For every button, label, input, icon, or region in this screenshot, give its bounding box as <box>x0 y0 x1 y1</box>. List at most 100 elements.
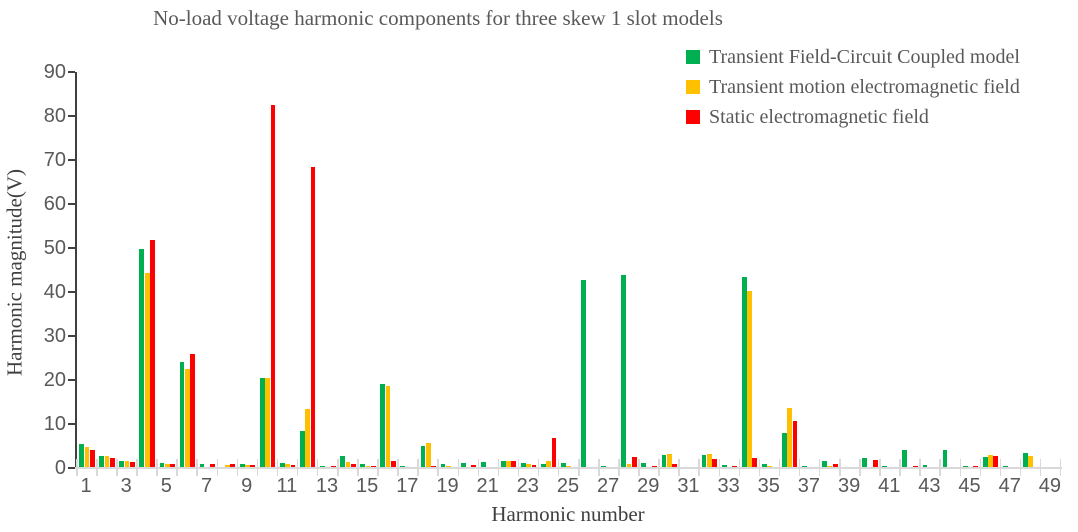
bar-green-h10 <box>259 377 265 468</box>
y-tick-20 <box>68 379 75 381</box>
y-tick-label-30: 30 <box>43 325 66 347</box>
x-tick-label-21: 21 <box>476 475 499 497</box>
y-tick-60 <box>68 203 75 205</box>
bar-red-h12 <box>310 167 316 468</box>
bar-green-h19 <box>440 464 446 468</box>
y-tick-label-0: 0 <box>54 457 66 479</box>
x-tick-label-27: 27 <box>596 475 620 497</box>
bar-red-h10 <box>270 105 276 468</box>
y-tick-40 <box>68 291 75 293</box>
x-tick-label-41: 41 <box>878 475 901 497</box>
bar-red-h28 <box>631 456 637 468</box>
legend-label-tfcc: Transient Field-Circuit Coupled model <box>709 45 1020 68</box>
bar-green-h2 <box>99 456 105 468</box>
x-tick-label-43: 43 <box>918 475 941 497</box>
y-tick-label-60: 60 <box>43 193 66 215</box>
x-tick-label-25: 25 <box>556 475 580 497</box>
bar-red-h2 <box>109 458 115 468</box>
x-tick-label-19: 19 <box>436 475 459 497</box>
x-tick-label-31: 31 <box>677 475 700 497</box>
bar-green-h38 <box>822 460 827 468</box>
legend-swatch-yellow <box>686 80 700 94</box>
bar-green-h11 <box>280 462 285 468</box>
legend-row-sef: Static electromagnetic field <box>686 102 1020 132</box>
x-tick-label-49: 49 <box>1038 475 1061 497</box>
bar-green-h35 <box>761 464 767 468</box>
legend-swatch-green <box>686 50 700 64</box>
bar-yellow-h5 <box>164 463 170 468</box>
y-tick-90 <box>68 71 75 73</box>
legend-row-tfcc: Transient Field-Circuit Coupled model <box>686 42 1020 72</box>
x-tick-label-13: 13 <box>315 475 339 497</box>
bar-red-h46 <box>993 456 999 468</box>
legend-label-tmef: Transient motion electromagnetic field <box>709 75 1020 98</box>
x-tick-label-5: 5 <box>160 475 172 497</box>
bar-green-h12 <box>300 430 305 468</box>
bar-yellow-h30 <box>666 453 672 468</box>
bar-red-h24 <box>551 438 557 468</box>
bar-yellow-h12 <box>305 409 311 468</box>
bar-green-h30 <box>661 454 667 468</box>
bar-red-h34 <box>752 458 758 468</box>
bar-red-h36 <box>792 420 798 468</box>
x-tick-label-35: 35 <box>757 475 780 497</box>
bar-green-h5 <box>159 462 165 468</box>
bar-green-h43 <box>922 464 928 468</box>
y-tick-label-80: 80 <box>43 105 66 127</box>
y-tick-70 <box>68 159 75 161</box>
bar-green-h47 <box>1002 465 1008 468</box>
bar-yellow-h34 <box>747 290 752 468</box>
bar-yellow-h14 <box>345 462 351 468</box>
bar-green-h17 <box>400 465 406 468</box>
y-tick-label-50: 50 <box>43 237 66 259</box>
y-tick-80 <box>68 115 75 117</box>
bar-green-h36 <box>782 432 787 468</box>
chart-title: No-load voltage harmonic components for … <box>153 6 723 30</box>
bar-red-h16 <box>391 461 396 468</box>
x-axis-title: Harmonic number <box>491 502 645 526</box>
bar-yellow-h24 <box>546 460 552 468</box>
bar-yellow-h36 <box>787 407 793 468</box>
y-tick-label-40: 40 <box>43 281 66 303</box>
bar-red-h40 <box>872 460 878 468</box>
bar-red-h5 <box>170 464 175 468</box>
x-tick-label-15: 15 <box>356 475 379 497</box>
y-tick-label-10: 10 <box>43 413 66 435</box>
bar-red-h3 <box>129 461 135 468</box>
bar-green-h28 <box>621 274 627 468</box>
bar-yellow-h11 <box>285 463 291 468</box>
bar-green-h41 <box>882 465 888 468</box>
bar-green-h48 <box>1022 453 1028 468</box>
x-tick-label-37: 37 <box>797 475 821 497</box>
bar-green-h14 <box>340 455 346 468</box>
bar-red-h23 <box>531 465 537 468</box>
bar-green-h23 <box>520 463 526 468</box>
legend-row-tmef: Transient motion electromagnetic field <box>686 72 1020 102</box>
bar-red-h30 <box>672 464 677 468</box>
bar-green-h32 <box>701 455 707 468</box>
x-tick-label-45: 45 <box>958 475 981 497</box>
bar-green-h40 <box>862 458 868 468</box>
bar-green-h44 <box>942 450 948 468</box>
bar-green-h20 <box>460 462 466 468</box>
bar-yellow-h25 <box>566 465 572 468</box>
bar-yellow-h10 <box>265 377 271 468</box>
y-tick-0 <box>68 467 75 469</box>
bar-red-h8 <box>230 464 236 468</box>
bar-yellow-h22 <box>506 461 511 468</box>
x-tick-label-9: 9 <box>241 475 253 497</box>
x-tick-label-7: 7 <box>200 475 213 497</box>
bar-green-h46 <box>982 457 988 468</box>
x-tick-label-3: 3 <box>120 475 132 497</box>
y-axis-line <box>75 72 77 469</box>
x-tick-label-23: 23 <box>516 475 539 497</box>
bar-yellow-h46 <box>988 455 993 468</box>
bar-green-h6 <box>179 361 185 468</box>
bar-yellow-h1 <box>84 447 90 468</box>
bar-red-h22 <box>511 461 517 468</box>
bar-yellow-h4 <box>144 272 150 468</box>
bar-green-h26 <box>581 280 586 468</box>
bar-yellow-h9 <box>245 464 250 468</box>
bar-red-h32 <box>712 459 718 468</box>
